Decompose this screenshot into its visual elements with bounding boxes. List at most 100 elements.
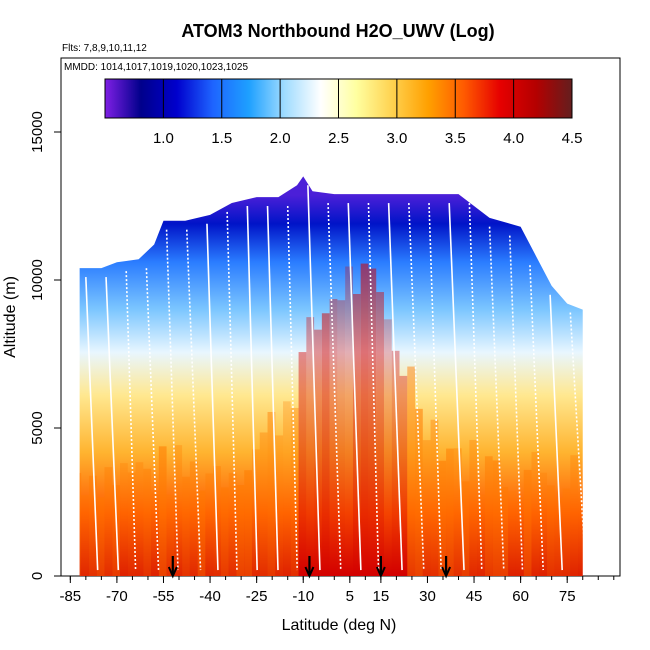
flight-profile-line [246,205,258,571]
x-axis-label: Latitude (deg N) [282,617,397,634]
heatmap-column [104,467,113,576]
x-tick-label: 75 [559,588,576,605]
flight-profile-line [428,203,442,571]
heatmap-column [508,491,516,576]
x-tick-label: 60 [512,588,529,605]
flight-profile-line [367,203,380,571]
heatmap-column [135,462,144,576]
colorbar-tick-label: 3.5 [445,130,466,147]
flight-profile-line [307,185,321,571]
x-tick-label: -85 [59,588,81,605]
heatmap-column [531,451,540,576]
heatmap-column [166,494,175,576]
marker-arrow-head [304,566,315,579]
x-tick-label: 15 [373,588,390,605]
x-tick-label: -40 [199,588,221,605]
x-tick-label: 5 [346,588,354,605]
flight-profile-line [549,294,563,571]
y-axis: 0 5000 10000 15000 [29,111,61,580]
x-tick-label: -70 [106,588,128,605]
heatmap-column [244,470,252,576]
colorbar-tick-label: 2.0 [270,130,291,147]
flight-profile-line [529,265,545,571]
flight-profile-line [85,277,99,571]
y-tick-label: 0 [29,572,46,580]
heatmap-column [570,455,579,576]
flight-profile-line [125,271,137,571]
y-tick-label: 15000 [29,111,46,153]
flight-profile-line [569,312,583,571]
flight-profile-line [408,203,425,571]
flight-profile-line [286,205,299,571]
heatmap-column [314,329,322,576]
heatmap-column [182,476,190,576]
heatmap-column [337,300,346,576]
y-tick-label: 5000 [29,411,46,444]
heatmap-column [453,448,462,576]
heatmap-column [298,352,307,576]
heatmap-column [539,472,548,576]
colorbar-tick-label: 4.5 [562,130,583,147]
heatmap-column [360,263,369,576]
colorbar-tick-label: 2.5 [328,130,349,147]
heatmap-column [306,317,315,576]
flight-profile-line [488,226,505,571]
heatmap-column [446,448,454,576]
heatmap-column [469,439,478,576]
heatmap-column [96,497,105,576]
heatmap-column [376,292,384,576]
marker-arrow-head [441,566,452,579]
x-tick-label: -10 [292,588,314,605]
heatmap-column [259,432,268,576]
flight-profile-line [185,229,202,571]
colorbar-tick-label: 1.0 [153,130,174,147]
heatmap-column [79,472,82,576]
heatmap-column [430,419,439,576]
x-axis: -85 -70 -55 -40 -25 -10 5 15 30 45 60 75 [59,576,615,605]
heatmap-field [79,176,583,576]
heatmap-column [383,319,392,576]
colorbar-tick-label: 4.0 [503,130,524,147]
heatmap-column [220,487,229,576]
marker-arrow-head [375,566,386,579]
heatmap-column [158,446,167,576]
flight-profile-line [448,203,465,571]
heatmap-column [290,407,299,576]
flight-profile-line [387,203,403,571]
heatmap-column [415,408,423,576]
heatmap-column [407,366,416,576]
heatmap-column [515,496,524,576]
x-tick-label: -55 [153,588,175,605]
heatmap-column [484,456,493,576]
date-note: MMDD: 1014,1017,1019,1020,1023,1025 [64,62,248,73]
heatmap-column [523,469,532,576]
flight-profile-line [327,203,342,571]
flight-profile-line [266,205,279,571]
heatmap-column [329,298,338,576]
heatmap-column [197,490,206,576]
heatmap-column [438,460,447,576]
x-tick-label: 30 [419,588,436,605]
heatmap-column [275,435,284,576]
colorbar-tick-label: 1.5 [211,130,232,147]
x-tick-label: -25 [246,588,268,605]
marker-arrow-head [167,566,178,579]
heatmap-column [368,268,377,576]
flight-profile-line [105,277,120,571]
x-tick-label: 45 [466,588,483,605]
heatmap-column [174,445,183,576]
surface-markers [167,556,452,579]
heatmap-column [151,491,159,576]
heatmap-column [189,461,198,576]
heatmap-column [578,492,583,576]
flight-profile-line [468,203,483,571]
flight-profile-line [347,203,362,571]
chart-title: ATOM3 Northbound H2O_UWV (Log) [181,21,494,41]
heatmap-column [143,468,152,576]
heatmap-column [120,463,128,576]
heatmap-column [236,485,245,576]
y-axis-label: Altitude (m) [2,276,19,358]
heatmap-column [205,473,214,576]
flight-profile-line [165,229,179,571]
